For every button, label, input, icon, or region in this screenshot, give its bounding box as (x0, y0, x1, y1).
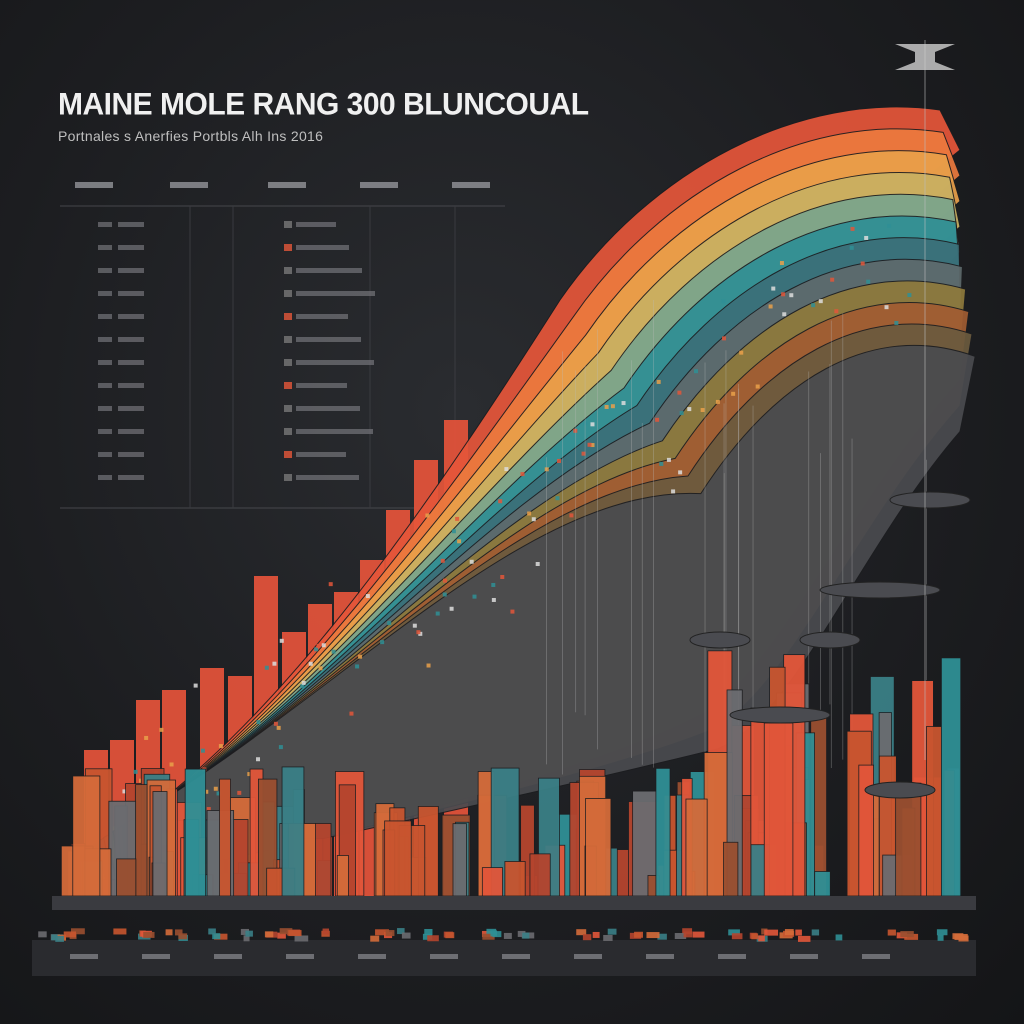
page-subtitle: Portnales s Anerfies Portbls Alh Ins 201… (58, 128, 324, 144)
page-title: MAINE MOLE RANG 300 BLUNCOUAL (58, 87, 589, 122)
layered-wave (69, 106, 976, 881)
base-platform (52, 896, 976, 910)
top-right-marks (895, 40, 955, 760)
background-table (60, 182, 505, 509)
city-blocks (60, 491, 971, 897)
